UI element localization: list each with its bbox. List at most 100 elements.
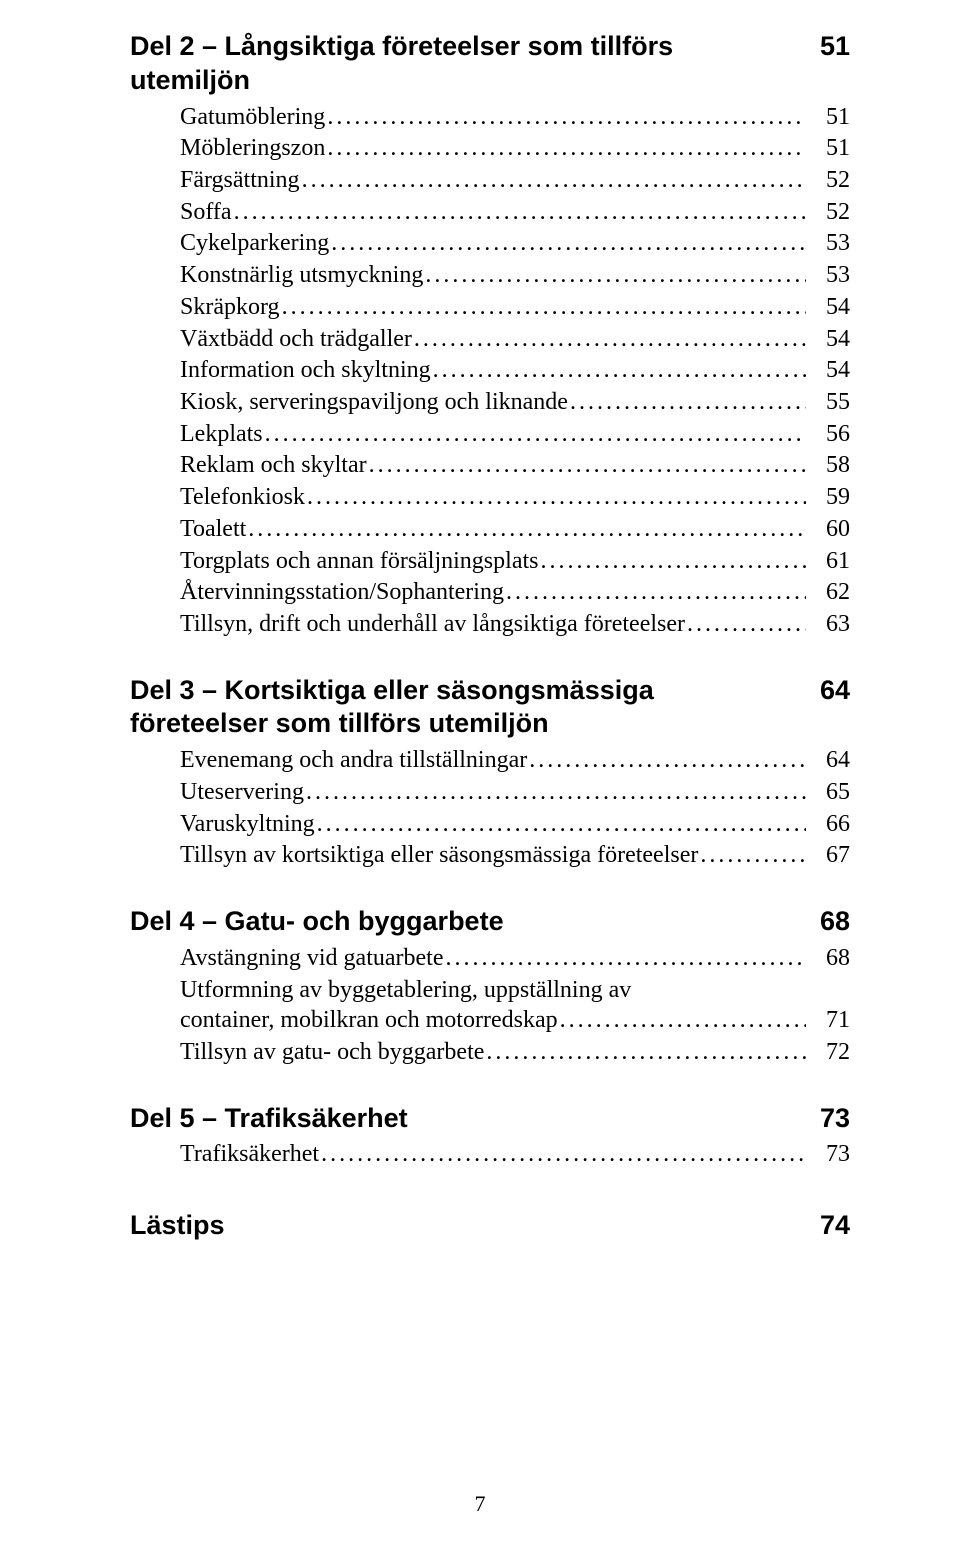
toc-line: Avstängning vid gatuarbete 68: [180, 943, 850, 974]
toc-label: Tillsyn, drift och underhåll av långsikt…: [180, 609, 687, 640]
leader-dots: [414, 324, 806, 355]
toc-line: Cykelparkering 53: [180, 228, 850, 259]
leader-dots: [506, 577, 806, 608]
section-body-del4: Avstängning vid gatuarbete 68 Utformning …: [130, 943, 850, 1068]
toc-page: 71: [806, 1005, 850, 1036]
section-heading-del3: Del 3 – Kortsiktiga eller säsongsmässiga…: [130, 674, 850, 742]
leader-dots: [265, 419, 806, 450]
toc-line: Skräpkorg54: [180, 292, 850, 323]
leader-dots: [540, 546, 806, 577]
leader-dots: [306, 777, 806, 808]
toc-line: Soffa 52: [180, 197, 850, 228]
leader-dots: [331, 228, 806, 259]
section-title: Del 2 – Långsiktiga företeelser som till…: [130, 30, 810, 98]
leader-dots: [317, 809, 806, 840]
toc-page: 51: [806, 102, 850, 133]
section-heading-lastips: Lästips 74: [130, 1210, 850, 1241]
toc-label: Färgsättning: [180, 165, 302, 196]
toc-label: Varuskyltning: [180, 809, 317, 840]
toc-label: Tillsyn av kortsiktiga eller säsongsmäss…: [180, 840, 700, 871]
section-body-del3: Evenemang och andra tillställningar 64 Ut…: [130, 745, 850, 871]
toc-page: 54: [806, 355, 850, 386]
toc-label: Soffa: [180, 197, 234, 228]
toc-page: 66: [806, 809, 850, 840]
toc-line: Lekplats56: [180, 419, 850, 450]
toc-label: Trafiksäkerhet: [180, 1139, 321, 1170]
toc-page: 52: [806, 165, 850, 196]
toc-label: Evenemang och andra tillställningar: [180, 745, 529, 776]
toc-page: 64: [806, 745, 850, 776]
toc-page: 52: [806, 197, 850, 228]
section-body-del2: Gatumöblering 51 Möbleringszon51 Färgsätt…: [130, 102, 850, 640]
toc-label: Tillsyn av gatu- och byggarbete: [180, 1037, 486, 1068]
toc-page: 54: [806, 324, 850, 355]
section-title: Del 3 – Kortsiktiga eller säsongsmässiga…: [130, 674, 810, 742]
toc-label: Växtbädd och trädgaller: [180, 324, 414, 355]
toc-page: 51: [806, 133, 850, 164]
toc-page: 53: [806, 260, 850, 291]
toc-line-multiline: Utformning av byggetablering, uppställni…: [180, 975, 850, 1036]
toc-label: Uteservering: [180, 777, 306, 808]
toc-page: 73: [806, 1139, 850, 1170]
leader-dots: [307, 482, 806, 513]
toc-page: 53: [806, 228, 850, 259]
page-number: 7: [0, 1491, 960, 1517]
toc-page: 68: [806, 943, 850, 974]
section-heading-del4: Del 4 – Gatu- och byggarbete 68: [130, 905, 850, 939]
toc-line: Konstnärlig utsmyckning53: [180, 260, 850, 291]
toc-page: 60: [806, 514, 850, 545]
toc-label: Torgplats och annan försäljningsplats: [180, 546, 540, 577]
leader-dots: [570, 387, 806, 418]
toc-line: Torgplats och annan försäljningsplats61: [180, 546, 850, 577]
toc-line: Återvinningsstation/Sophantering62: [180, 577, 850, 608]
toc-page: 63: [806, 609, 850, 640]
section-title: Del 5 – Trafiksäkerhet: [130, 1102, 810, 1136]
toc-page: 65: [806, 777, 850, 808]
toc-line: Möbleringszon51: [180, 133, 850, 164]
section-page: 73: [810, 1102, 850, 1136]
leader-dots: [529, 745, 806, 776]
leader-dots: [560, 1005, 806, 1036]
leader-dots: [248, 514, 806, 545]
toc-page: 56: [806, 419, 850, 450]
toc-line: Tillsyn av kortsiktiga eller säsongsmäss…: [180, 840, 850, 871]
toc-line: Uteservering 65: [180, 777, 850, 808]
section-heading-del2: Del 2 – Långsiktiga företeelser som till…: [130, 30, 850, 98]
toc-line: Evenemang och andra tillställningar 64: [180, 745, 850, 776]
leader-dots: [321, 1139, 806, 1170]
leader-dots: [302, 165, 806, 196]
toc-label: Cykelparkering: [180, 228, 331, 259]
toc-line: Gatumöblering 51: [180, 102, 850, 133]
toc-label: Reklam och skyltar: [180, 450, 369, 481]
toc-line: Tillsyn, drift och underhåll av långsikt…: [180, 609, 850, 640]
toc-label: Telefonkiosk: [180, 482, 307, 513]
toc-label: Gatumöblering: [180, 102, 327, 133]
toc-label-line1: Utformning av byggetablering, uppställni…: [180, 975, 633, 1006]
section-body-del5: Trafiksäkerhet 73: [130, 1139, 850, 1170]
section-page: 68: [810, 905, 850, 939]
section-page: 64: [810, 674, 850, 708]
toc-page: 59: [806, 482, 850, 513]
section-page: 51: [810, 30, 850, 64]
toc-line: Varuskyltning 66: [180, 809, 850, 840]
section-heading-del5: Del 5 – Trafiksäkerhet 73: [130, 1102, 850, 1136]
toc-label: Toalett: [180, 514, 248, 545]
toc-line: Toalett 60: [180, 514, 850, 545]
page-container: Del 2 – Långsiktiga företeelser som till…: [0, 0, 960, 1557]
toc-line: Växtbädd och trädgaller 54: [180, 324, 850, 355]
leader-dots: [369, 450, 806, 481]
toc-label: Återvinningsstation/Sophantering: [180, 577, 506, 608]
toc-label: Kiosk, serveringspaviljong och liknande: [180, 387, 570, 418]
toc-line: Reklam och skyltar58: [180, 450, 850, 481]
toc-label: Skräpkorg: [180, 292, 282, 323]
leader-dots: [327, 133, 806, 164]
toc-page: 55: [806, 387, 850, 418]
leader-dots: [486, 1037, 806, 1068]
leader-dots: [687, 609, 806, 640]
toc-page: 67: [806, 840, 850, 871]
leader-dots: [425, 260, 806, 291]
toc-label-line2: container, mobilkran och motorredskap: [180, 1005, 560, 1036]
toc-label: Avstängning vid gatuarbete: [180, 943, 445, 974]
leader-dots: [445, 943, 806, 974]
leader-dots: [433, 355, 806, 386]
